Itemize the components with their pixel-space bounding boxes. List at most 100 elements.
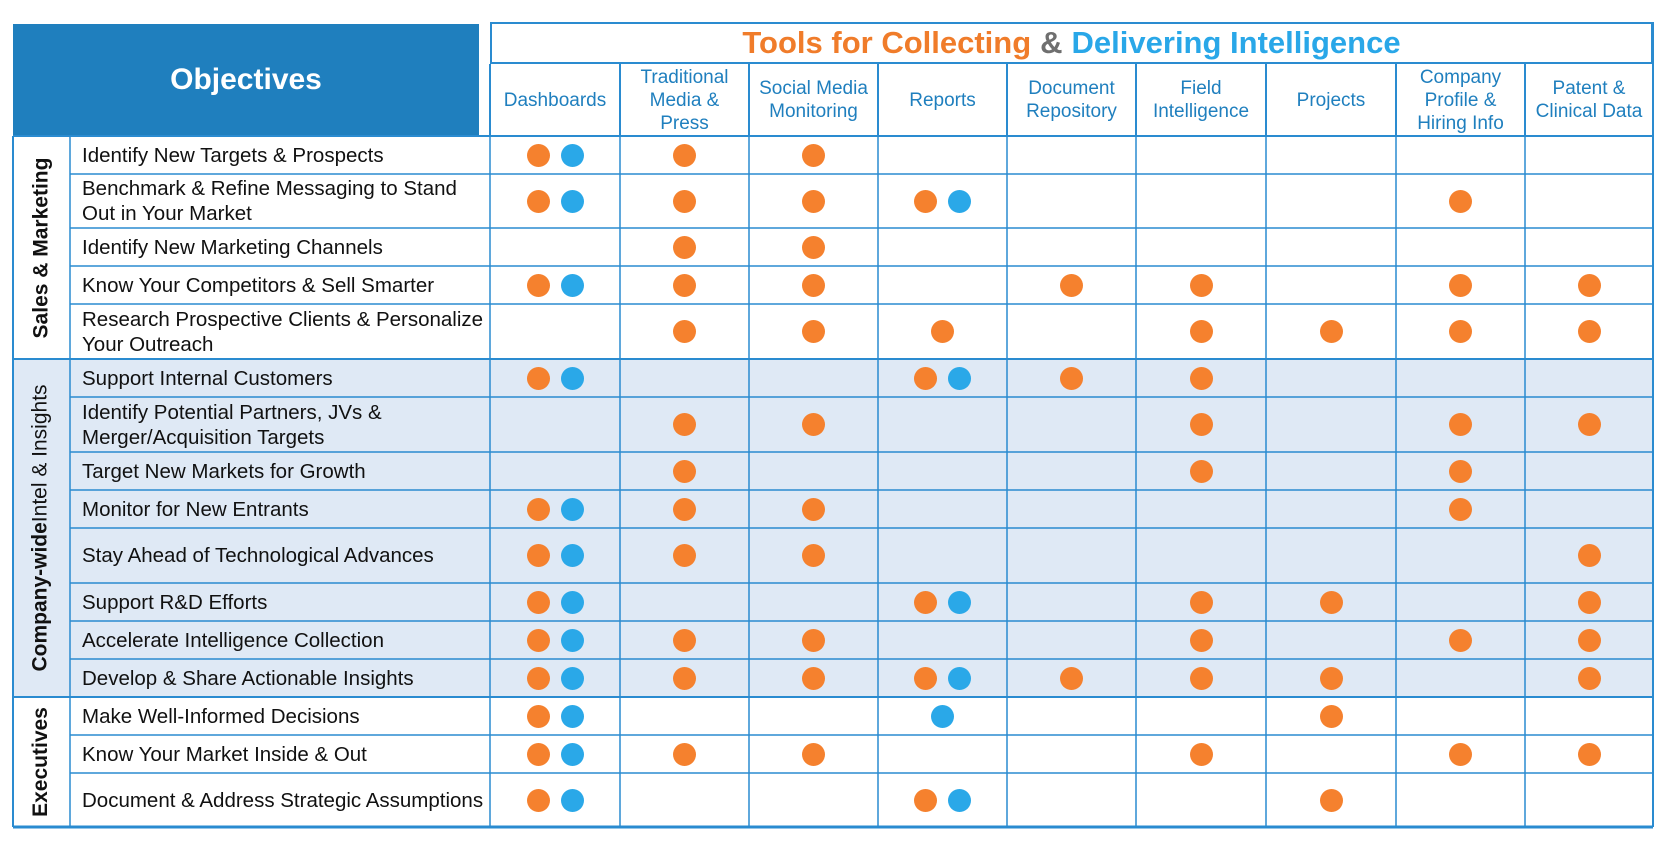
- orange-dot: [1577, 320, 1601, 343]
- orange-dot: [1449, 742, 1472, 766]
- objective-row-label: Support Internal Customers: [82, 366, 333, 390]
- orange-dot: [673, 459, 696, 483]
- tools-title: Tools for Collecting & Delivering Intell…: [490, 22, 1653, 64]
- column-header: Projects: [1296, 89, 1366, 111]
- orange-dot: [1189, 366, 1213, 390]
- blue-dot: [560, 742, 584, 766]
- orange-dot: [1449, 628, 1472, 652]
- orange-dot: [802, 666, 825, 690]
- orange-dot: [526, 497, 550, 521]
- orange-dot: [914, 189, 937, 213]
- orange-dot: [526, 544, 550, 567]
- orange-dot: [673, 143, 696, 167]
- column-header: Field Intelligence: [1152, 78, 1250, 122]
- blue-dot: [948, 788, 971, 812]
- orange-dot: [1577, 590, 1601, 614]
- objective-row-label: Develop & Share Actionable Insights: [82, 666, 414, 690]
- orange-dot: [914, 590, 937, 614]
- orange-dot: [1060, 666, 1083, 690]
- orange-dot: [1060, 273, 1083, 297]
- blue-dot: [560, 666, 584, 690]
- blue-dot: [948, 590, 971, 614]
- orange-dot: [526, 628, 550, 652]
- group-label-2: Executives: [13, 697, 69, 827]
- orange-dot: [526, 189, 550, 213]
- orange-dot: [802, 742, 825, 766]
- blue-dot: [560, 143, 584, 167]
- blue-dot: [560, 788, 584, 812]
- column-header: Company Profile & Hiring Info: [1417, 66, 1504, 134]
- objective-row-label: Research Prospective Clients & Personali…: [82, 307, 484, 356]
- column-header: Patent & Clinical Data: [1535, 78, 1643, 122]
- orange-dot: [1189, 590, 1213, 614]
- objectives-header-label: Objectives: [170, 63, 322, 96]
- orange-dot: [1189, 273, 1213, 297]
- blue-dot: [560, 544, 584, 567]
- orange-dot: [914, 366, 937, 390]
- group-label-regular: Intel & Insights: [29, 384, 53, 523]
- orange-dot: [1189, 742, 1213, 766]
- orange-dot: [1319, 788, 1343, 812]
- orange-dot: [931, 320, 954, 343]
- orange-dot: [1449, 459, 1472, 483]
- orange-dot: [673, 189, 696, 213]
- orange-dot: [1060, 366, 1083, 390]
- blue-dot: [560, 189, 584, 213]
- orange-dot: [802, 320, 825, 343]
- blue-dot: [560, 497, 584, 521]
- blue-dot: [931, 704, 954, 728]
- objective-row-label: Make Well-Informed Decisions: [82, 704, 360, 728]
- column-header: Social Media Monitoring: [759, 78, 868, 122]
- objective-row-label: Stay Ahead of Technological Advances: [82, 544, 434, 567]
- orange-dot: [914, 788, 937, 812]
- column-header: Reports: [909, 89, 976, 111]
- group-label-bold: Executives: [29, 707, 52, 817]
- blue-dot: [948, 366, 971, 390]
- orange-dot: [673, 544, 696, 567]
- blue-dot: [948, 666, 971, 690]
- group-label-0: Sales & Marketing: [13, 136, 69, 359]
- blue-dot: [948, 189, 971, 213]
- orange-dot: [1319, 320, 1343, 343]
- orange-dot: [1449, 273, 1472, 297]
- orange-dot: [673, 666, 696, 690]
- orange-dot: [1319, 590, 1343, 614]
- orange-dot: [802, 143, 825, 167]
- title-delivering: Delivering Intelligence: [1071, 25, 1401, 60]
- group-label-1: Company-wide Intel & Insights: [13, 359, 69, 697]
- orange-dot: [526, 742, 550, 766]
- orange-dot: [802, 273, 825, 297]
- orange-dot: [526, 143, 550, 167]
- orange-dot: [802, 497, 825, 521]
- blue-dot: [560, 590, 584, 614]
- orange-dot: [526, 704, 550, 728]
- orange-dot: [802, 628, 825, 652]
- orange-dot: [526, 788, 550, 812]
- orange-dot: [673, 413, 696, 436]
- orange-dot: [1189, 320, 1213, 343]
- orange-dot: [802, 413, 825, 436]
- orange-dot: [1577, 666, 1601, 690]
- orange-dot: [1189, 413, 1213, 436]
- objective-row-label: Support R&D Efforts: [82, 590, 268, 614]
- column-header: Traditional Media & Press: [640, 66, 729, 134]
- objective-row-label: Monitor for New Entrants: [82, 497, 309, 521]
- orange-dot: [673, 497, 696, 521]
- orange-dot: [1577, 742, 1601, 766]
- orange-dot: [673, 742, 696, 766]
- orange-dot: [914, 666, 937, 690]
- orange-dot: [1189, 628, 1213, 652]
- objective-row-label: Benchmark & Refine Messaging to Stand Ou…: [82, 177, 457, 225]
- orange-dot: [1449, 413, 1472, 436]
- orange-dot: [1577, 273, 1601, 297]
- group-label-bold: Company-wide: [29, 522, 53, 672]
- column-header: Document Repository: [1026, 78, 1117, 122]
- objective-row-label: Document & Address Strategic Assumptions: [82, 788, 484, 812]
- orange-dot: [673, 235, 696, 259]
- orange-dot: [526, 666, 550, 690]
- orange-dot: [1189, 459, 1213, 483]
- blue-dot: [560, 628, 584, 652]
- objective-row-label: Know Your Market Inside & Out: [82, 742, 367, 766]
- orange-dot: [1577, 544, 1601, 567]
